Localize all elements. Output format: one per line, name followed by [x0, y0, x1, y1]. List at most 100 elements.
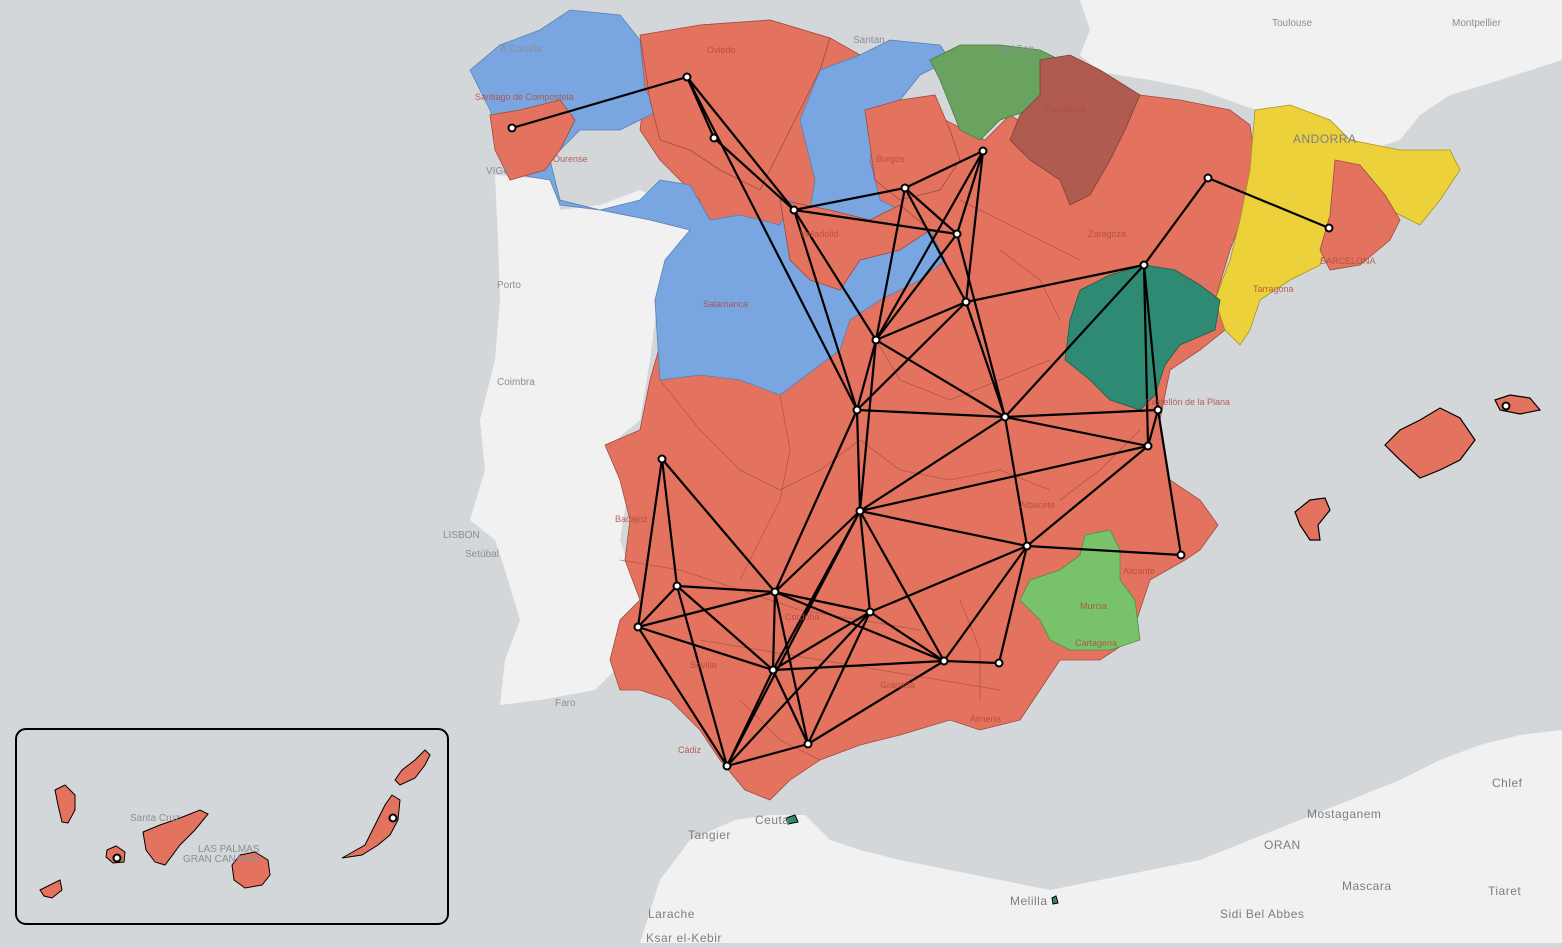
graph-nodes[interactable]	[507, 72, 1511, 771]
label-toulouse: Toulouse	[1272, 18, 1312, 29]
label-andorra: ANDORRA	[1293, 132, 1357, 146]
label-alicante: Alicante	[1123, 566, 1155, 576]
label-santander: Santan	[853, 35, 885, 46]
node-huelva[interactable]	[633, 622, 643, 632]
island-el-hierro	[39, 879, 63, 899]
node-menorca[interactable]	[1501, 401, 1511, 411]
label-ceuta: Ceuta	[755, 813, 790, 827]
region-brown-navarra	[1009, 54, 1141, 206]
node-toledo[interactable]	[852, 405, 862, 415]
label-salamanca: Salamanca	[703, 299, 748, 309]
label-laspalmas: LAS PALMAS	[198, 844, 260, 855]
island-gran-canaria	[231, 851, 271, 889]
node-castellon[interactable]	[1153, 405, 1163, 415]
node-palencia[interactable]	[789, 205, 799, 215]
label-ksar: Ksar el-Kebir	[646, 931, 722, 943]
node-zaragoza[interactable]	[1139, 260, 1149, 270]
graph-edges	[510, 75, 1331, 768]
label-chlef: Chlef	[1492, 776, 1523, 790]
node-alicante[interactable]	[1176, 550, 1186, 560]
region-red-barcelona	[1319, 159, 1401, 271]
label-tarragona: Tarragona	[1253, 284, 1294, 294]
label-porto: Porto	[497, 280, 521, 291]
label-sidi: Sidi Bel Abbes	[1220, 907, 1304, 921]
label-cartagena: Cartagena	[1075, 638, 1117, 648]
region-green-murcia	[1019, 529, 1141, 651]
label-sevilla: Sevilla	[690, 660, 717, 670]
node-soria[interactable]	[952, 229, 962, 239]
city-labels: Toulouse Montpellier ANDORRA Porto Coimb…	[443, 18, 1523, 945]
region-teal-teruel	[1064, 264, 1221, 411]
label-santiago: Santiago de Compostela	[475, 92, 574, 102]
node-la-gomera[interactable]	[112, 853, 122, 863]
label-albacete: Albacete	[1020, 500, 1055, 510]
island-tenerife	[142, 809, 209, 866]
node-valencia[interactable]	[1143, 441, 1153, 451]
node-malaga[interactable]	[803, 739, 813, 749]
node-ciudad-real[interactable]	[855, 506, 865, 516]
node-a-coruna[interactable]	[507, 123, 517, 133]
label-vigo: VIGO	[486, 166, 511, 177]
region-red-mallorca	[1384, 407, 1476, 479]
inset-frame	[15, 728, 449, 925]
label-pamplona: Pamplona	[1045, 104, 1086, 114]
node-leon[interactable]	[709, 133, 719, 143]
node-badajoz[interactable]	[657, 454, 667, 464]
label-murcia: Murcia	[1080, 601, 1107, 611]
region-ceuta	[785, 814, 799, 825]
label-tangier: Tangier	[688, 828, 731, 842]
island-lanzarote	[394, 749, 431, 786]
island-la-palma	[54, 784, 76, 824]
node-cuenca[interactable]	[1000, 412, 1010, 422]
region-red-ibiza	[1294, 497, 1331, 541]
land-portugal	[470, 175, 700, 705]
label-coimbra: Coimbra	[497, 377, 535, 388]
node-fuerteventura[interactable]	[388, 813, 398, 823]
node-oviedo[interactable]	[682, 72, 692, 82]
label-santacruz: Santa Cruz	[130, 813, 180, 824]
label-oviedo: Oviedo	[707, 45, 736, 55]
label-castellon: Castellón de la Plana	[1145, 397, 1230, 407]
node-burgos[interactable]	[900, 183, 910, 193]
land-france	[1080, 0, 1562, 150]
node-lleida[interactable]	[1203, 173, 1213, 183]
node-guadalajara[interactable]	[961, 297, 971, 307]
node-jaen[interactable]	[865, 607, 875, 617]
label-montpellier: Montpellier	[1452, 18, 1502, 29]
label-ourense: Ourense	[553, 154, 588, 164]
label-cadiz: Cádiz	[678, 745, 702, 755]
node-vitoria[interactable]	[978, 146, 988, 156]
node-albacete[interactable]	[1022, 541, 1032, 551]
label-burgos: Burgos	[876, 154, 905, 164]
node-barcelona[interactable]	[1324, 223, 1334, 233]
island-fuerteventura	[341, 794, 401, 859]
label-setubal: Setúbal	[465, 549, 499, 560]
label-oran: ORAN	[1264, 838, 1301, 852]
label-donostia: ia / San	[1000, 44, 1034, 55]
label-zaragoza: Zaragoza	[1088, 229, 1126, 239]
node-huelva-north[interactable]	[672, 581, 682, 591]
label-faro: Faro	[555, 698, 576, 709]
canary-inset: Santa Cruz LAS PALMAS GRAN CANARIA	[15, 728, 449, 925]
label-melilla: Melilla	[1010, 894, 1048, 908]
label-badajoz: Badajoz	[615, 514, 648, 524]
label-valladolid: Valladolid	[800, 229, 838, 239]
node-sevilla[interactable]	[768, 665, 778, 675]
node-granada[interactable]	[939, 656, 949, 666]
node-almeria[interactable]	[994, 658, 1004, 668]
label-barcelona: BARCELONA	[1320, 256, 1376, 266]
region-red-valladolid	[779, 199, 931, 291]
label-mostaganem: Mostaganem	[1307, 807, 1381, 821]
label-tiaret: Tiaret	[1488, 884, 1521, 898]
region-melilla	[1051, 895, 1059, 905]
node-cordoba[interactable]	[770, 587, 780, 597]
land-africa	[640, 730, 1562, 943]
label-cordoba: Córdoba	[785, 612, 820, 622]
label-granada: Granada	[880, 680, 915, 690]
region-labels: Oviedo Burgos Pamplona Zaragoza BARCELON…	[475, 45, 1376, 755]
node-madrid[interactable]	[871, 335, 881, 345]
label-lisbon: LISBON	[443, 530, 480, 541]
node-cadiz[interactable]	[722, 761, 732, 771]
